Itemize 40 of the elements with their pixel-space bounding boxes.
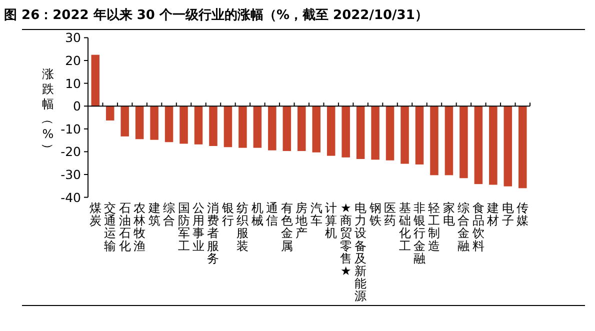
- x-tick-label: 煤炭: [89, 201, 102, 228]
- y-tick-label: 30: [65, 30, 82, 46]
- x-tick-label: 汽车: [310, 201, 322, 228]
- x-tick-label: 有色金属: [280, 201, 293, 253]
- x-tick-label: 建筑: [147, 201, 160, 228]
- x-tick-label: 通信: [266, 201, 278, 228]
- y-tick-label: -10: [60, 121, 82, 136]
- y-axis-title: 涨跌幅（%）: [41, 67, 55, 155]
- x-tick-label: 电子: [502, 201, 514, 228]
- y-tick-label: 20: [65, 53, 82, 68]
- x-tick-label: 机械: [251, 201, 264, 228]
- x-tick-label: 消费者服务: [207, 201, 220, 266]
- y-tick-label: -40: [60, 190, 82, 205]
- x-tick-label: 综合金融: [458, 201, 470, 253]
- y-tick-label: 0: [73, 98, 82, 114]
- x-tick-label: 国防军工: [178, 201, 190, 253]
- x-tick-label: 钢铁: [368, 201, 382, 228]
- x-tick-label: 银行: [220, 201, 234, 228]
- chart-title: 图 26：2022 年以来 30 个一级行业的涨幅（%，截至 2022/10/31）: [4, 8, 428, 23]
- y-tick-label: -30: [60, 167, 82, 182]
- x-tick-label: 交通运输: [104, 201, 116, 253]
- x-tick-label: 电力设备及新能源: [354, 201, 367, 304]
- x-tick-label: 医药: [384, 201, 396, 228]
- x-tick-label: 综合: [163, 201, 176, 228]
- x-tick-label: 非银行金融: [412, 201, 426, 266]
- x-tick-label: 食品饮料: [471, 201, 484, 253]
- x-tick-label: 家电: [442, 201, 455, 228]
- x-tick-label: 基础化工: [398, 201, 411, 253]
- x-tick-label: 建材: [486, 201, 500, 228]
- x-tick-label: 计算机: [325, 201, 338, 240]
- x-tick-label: 石油石化: [118, 201, 131, 253]
- x-tick-label: 传媒: [516, 201, 529, 228]
- x-tick-label: 农林牧渔: [132, 201, 146, 253]
- x-tick-label: ★商贸零售★: [340, 201, 352, 278]
- x-tick-label: 房地产: [294, 201, 308, 240]
- y-tick-label: 10: [65, 76, 82, 91]
- x-tick-label: 轻工制造: [428, 201, 440, 253]
- y-tick-label: -20: [60, 144, 82, 160]
- x-tick-label: 公用事业: [192, 201, 204, 253]
- x-tick-label: 纺织服装: [236, 201, 249, 253]
